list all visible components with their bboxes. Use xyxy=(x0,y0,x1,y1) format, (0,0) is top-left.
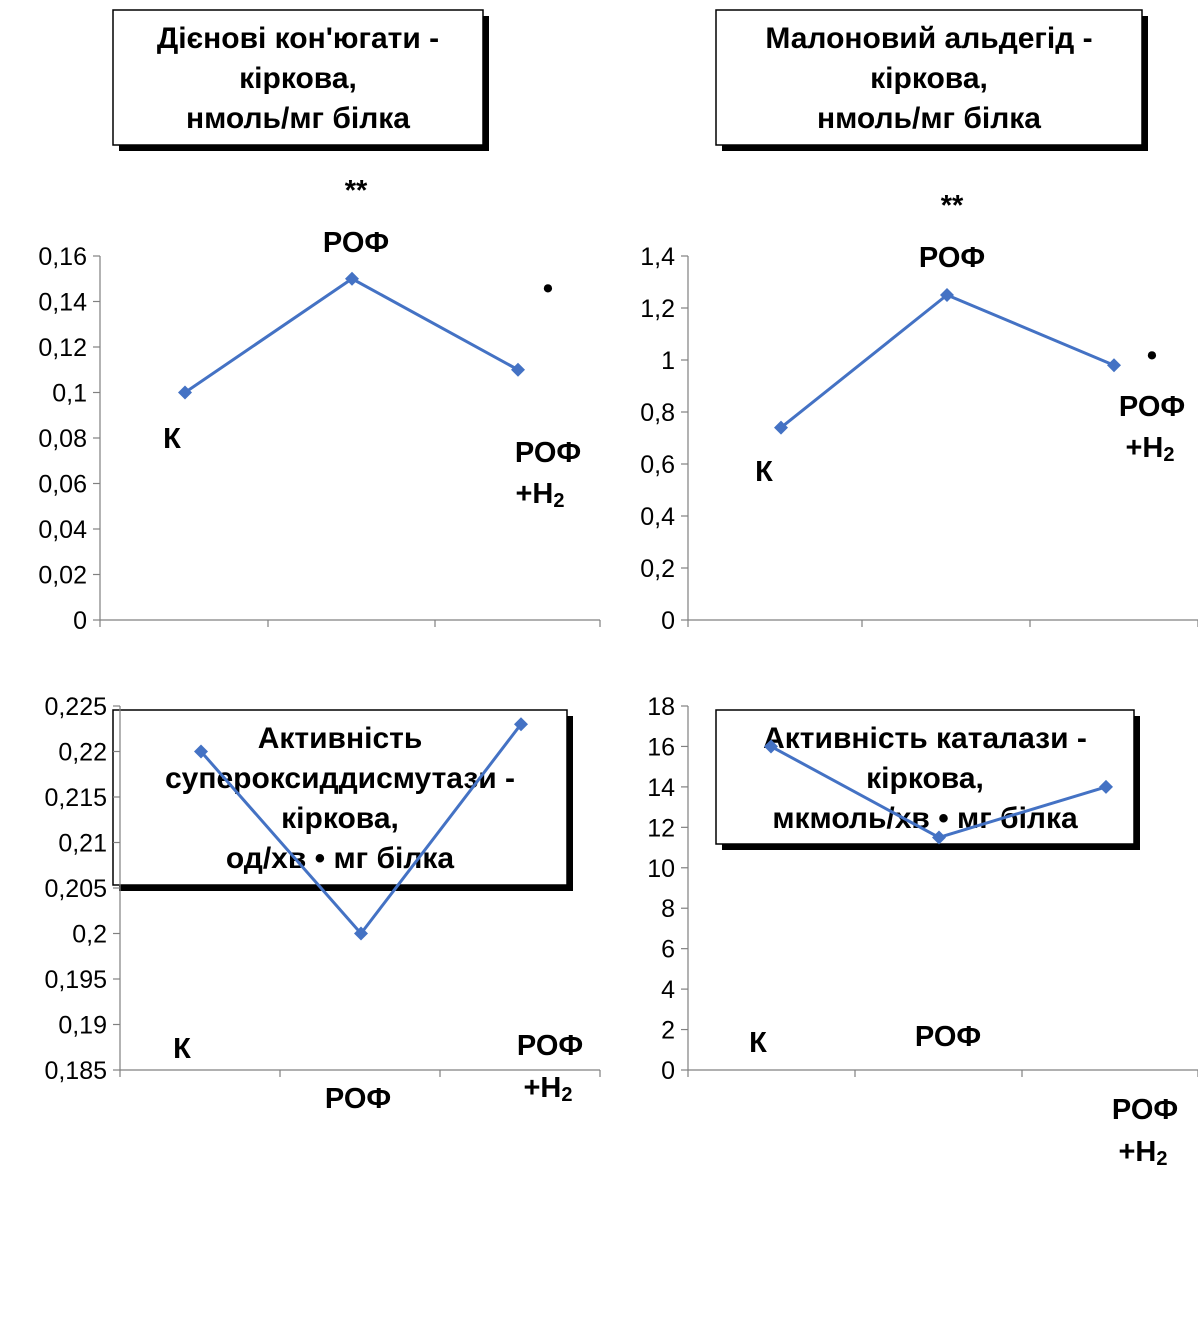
category-label-rof-h2-plus: +H2 xyxy=(523,1072,572,1106)
y-tick-label: 0,4 xyxy=(640,503,675,531)
category-label-k: К xyxy=(749,1027,767,1059)
y-tick-label: 0,04 xyxy=(38,516,87,544)
plus-h-text: +H xyxy=(1118,1136,1156,1168)
category-label-k: К xyxy=(163,423,181,455)
y-tick-label: 4 xyxy=(661,976,675,1004)
y-tick-label: 0 xyxy=(661,607,675,635)
data-point xyxy=(774,420,788,435)
data-point xyxy=(178,385,192,400)
chart-title-line: Малоновий альдегід - xyxy=(765,22,1092,55)
y-tick-label: 0,225 xyxy=(44,693,107,721)
category-label-rof: РОФ xyxy=(915,1021,981,1053)
chart-title-line: од/хв • мг білка xyxy=(226,842,455,875)
title-box xyxy=(715,709,1135,845)
data-point xyxy=(354,926,368,941)
y-tick-label: 0,02 xyxy=(38,562,87,590)
y-tick-label: 1,4 xyxy=(640,243,675,271)
data-point xyxy=(1107,358,1121,373)
y-tick-label: 10 xyxy=(647,855,675,883)
title-box xyxy=(112,9,484,146)
chart-title-line: кіркова, xyxy=(870,62,988,95)
subscript-2: 2 xyxy=(553,490,564,512)
category-label-rof-h2: РОФ xyxy=(517,1030,583,1062)
chart-title-line: кіркова, xyxy=(281,802,399,835)
y-tick-label: 0,2 xyxy=(640,555,675,583)
y-tick-label: 0,195 xyxy=(44,966,107,994)
y-tick-label: 0,06 xyxy=(38,471,87,499)
y-tick-label: 0,19 xyxy=(58,1012,107,1040)
data-point xyxy=(940,288,954,302)
category-label-rof: РОФ xyxy=(323,227,389,259)
y-tick-label: 0,185 xyxy=(44,1057,107,1085)
data-point xyxy=(932,830,946,845)
data-point xyxy=(511,362,525,377)
title-box xyxy=(715,9,1143,146)
y-tick-label: 0 xyxy=(73,607,87,635)
chart-title-line: супероксиддисмутази - xyxy=(165,762,515,795)
y-tick-label: 18 xyxy=(647,693,675,721)
y-tick-label: 0 xyxy=(661,1057,675,1085)
subscript-2: 2 xyxy=(561,1084,572,1106)
significance-dot: • xyxy=(1147,340,1157,372)
data-point xyxy=(345,271,359,286)
chart-title-line: нмоль/мг білка xyxy=(186,102,410,135)
y-tick-label: 0,08 xyxy=(38,425,87,453)
chart-title-line: Дієнові кон'югати - xyxy=(157,22,439,55)
y-tick-label: 1,2 xyxy=(640,295,675,323)
y-tick-label: 0,12 xyxy=(38,334,87,362)
y-tick-label: 8 xyxy=(661,895,675,923)
y-tick-label: 0,1 xyxy=(52,380,87,408)
plus-h-text: +H xyxy=(515,478,553,510)
series-line xyxy=(184,277,519,394)
y-tick-label: 14 xyxy=(647,774,675,802)
y-tick-label: 0,6 xyxy=(640,451,675,479)
y-tick-label: 16 xyxy=(647,733,675,761)
y-tick-label: 12 xyxy=(647,814,675,842)
chart-panel-2: Малоновий альдегід - кіркова, нмоль/мг біл… xyxy=(640,9,1198,635)
category-label-rof-h2: РОФ xyxy=(515,437,581,469)
subscript-2: 2 xyxy=(1163,444,1174,466)
chart-title-line: нмоль/мг білка xyxy=(817,102,1041,135)
category-label-rof-h2: РОФ xyxy=(1119,391,1185,423)
y-tick-label: 0,21 xyxy=(58,830,107,858)
chart-panel-4: Активність каталази -кіркова,мкмоль/хв •… xyxy=(647,693,1198,1170)
category-label-rof: РОФ xyxy=(325,1083,391,1115)
y-tick-label: 0,8 xyxy=(640,399,675,427)
y-tick-label: 0,14 xyxy=(38,289,87,317)
y-tick-label: 0,215 xyxy=(44,784,107,812)
y-tick-label: 2 xyxy=(661,1017,675,1045)
significance-stars: ** xyxy=(345,175,368,207)
plus-h-text: +H xyxy=(1125,432,1163,464)
y-tick-label: 1 xyxy=(661,347,675,375)
y-tick-label: 0,16 xyxy=(38,243,87,271)
y-tick-label: 6 xyxy=(661,936,675,964)
category-label-k: К xyxy=(755,456,773,488)
y-tick-label: 0,205 xyxy=(44,875,107,903)
category-label-rof-h2-plus: +H2 xyxy=(1125,432,1174,466)
chart-panel-3: Активність супероксиддисмутази - кіркова, о… xyxy=(44,693,601,1115)
series-line xyxy=(780,293,1115,429)
significance-dot: • xyxy=(543,273,553,305)
data-point xyxy=(764,739,778,754)
category-label-rof-h2-plus: +H2 xyxy=(515,478,564,512)
chart-title-line: кіркова, xyxy=(239,62,357,95)
data-point xyxy=(514,717,528,732)
y-tick-label: 0,2 xyxy=(72,921,107,949)
category-label-rof-h2-plus: +H2 xyxy=(1118,1136,1167,1170)
category-label-k: К xyxy=(173,1033,191,1065)
category-label-rof-h2: РОФ xyxy=(1112,1094,1178,1126)
title-box xyxy=(112,709,568,886)
chart-title-line: Активність xyxy=(258,722,423,755)
subscript-2: 2 xyxy=(1156,1148,1167,1170)
category-label-rof: РОФ xyxy=(919,242,985,274)
chart-title-line: кіркова, xyxy=(866,762,984,795)
y-tick-label: 0,22 xyxy=(58,739,107,767)
plus-h-text: +H xyxy=(523,1072,561,1104)
data-point xyxy=(194,744,208,759)
chart-panel-1: Дієнові кон'югати - кіркова, нмоль/мг білк… xyxy=(38,9,601,635)
data-point xyxy=(1099,779,1113,794)
significance-stars: ** xyxy=(941,190,964,222)
chart-title-line: Активність каталази - xyxy=(763,722,1087,755)
